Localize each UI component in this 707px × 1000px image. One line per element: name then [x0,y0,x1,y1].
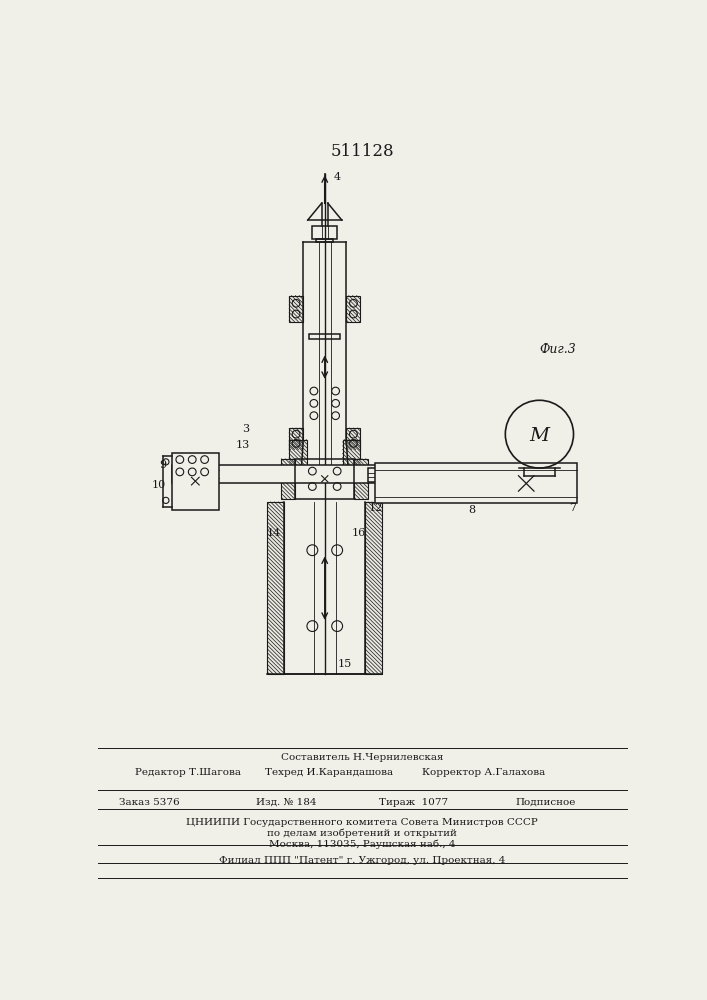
Text: Филиал ППП "Патент" г. Ужгород, ул. Проектная, 4: Филиал ППП "Патент" г. Ужгород, ул. Прое… [218,856,505,865]
Bar [365,502,382,674]
Bar [309,334,340,339]
Bar [346,296,361,322]
Text: 14: 14 [267,528,281,538]
Text: Составитель Н.Чернилевская: Составитель Н.Чернилевская [281,753,443,762]
Bar [281,459,296,499]
Bar [267,502,284,674]
Bar [296,459,354,499]
Text: Корректор А.Галахова: Корректор А.Галахова [422,768,545,777]
Text: M: M [530,427,549,445]
Text: 7: 7 [569,503,576,513]
Bar [289,428,303,450]
Bar [316,239,333,242]
Bar [172,465,522,483]
Text: Заказ 5376: Заказ 5376 [119,798,180,807]
Bar [289,440,307,466]
Text: 4: 4 [333,172,340,182]
Text: 13: 13 [235,440,250,450]
Bar [172,453,218,510]
Text: по делам изобретений и открытий: по делам изобретений и открытий [267,828,457,838]
Text: Фиг.3: Фиг.3 [539,343,576,356]
Text: Техред И.Карандашова: Техред И.Карандашова [264,768,392,777]
Text: Изд. № 184: Изд. № 184 [256,798,316,807]
Text: Москва, 113035, Раушская наб., 4: Москва, 113035, Раушская наб., 4 [269,839,455,849]
Bar [312,226,337,239]
Bar [346,428,361,450]
Text: 9: 9 [159,460,166,470]
Bar [354,459,368,499]
Text: 10: 10 [151,480,166,490]
Text: 8: 8 [468,505,475,515]
Text: 3: 3 [242,424,249,434]
Text: Подписное: Подписное [515,798,575,807]
Bar [343,440,361,466]
Bar [368,468,460,482]
Text: 15: 15 [338,659,352,669]
Bar [375,463,577,503]
Text: 12: 12 [369,503,383,513]
Text: Тираж  1077: Тираж 1077 [380,798,448,807]
Text: ЦНИИПИ Государственного комитета Совета Министров СССР: ЦНИИПИ Государственного комитета Совета … [186,818,538,827]
Text: Редактор Т.Шагова: Редактор Т.Шагова [135,768,241,777]
Text: 511128: 511128 [330,143,394,160]
Bar [289,296,303,322]
Text: 11: 11 [207,453,221,463]
Text: 16: 16 [352,528,366,538]
